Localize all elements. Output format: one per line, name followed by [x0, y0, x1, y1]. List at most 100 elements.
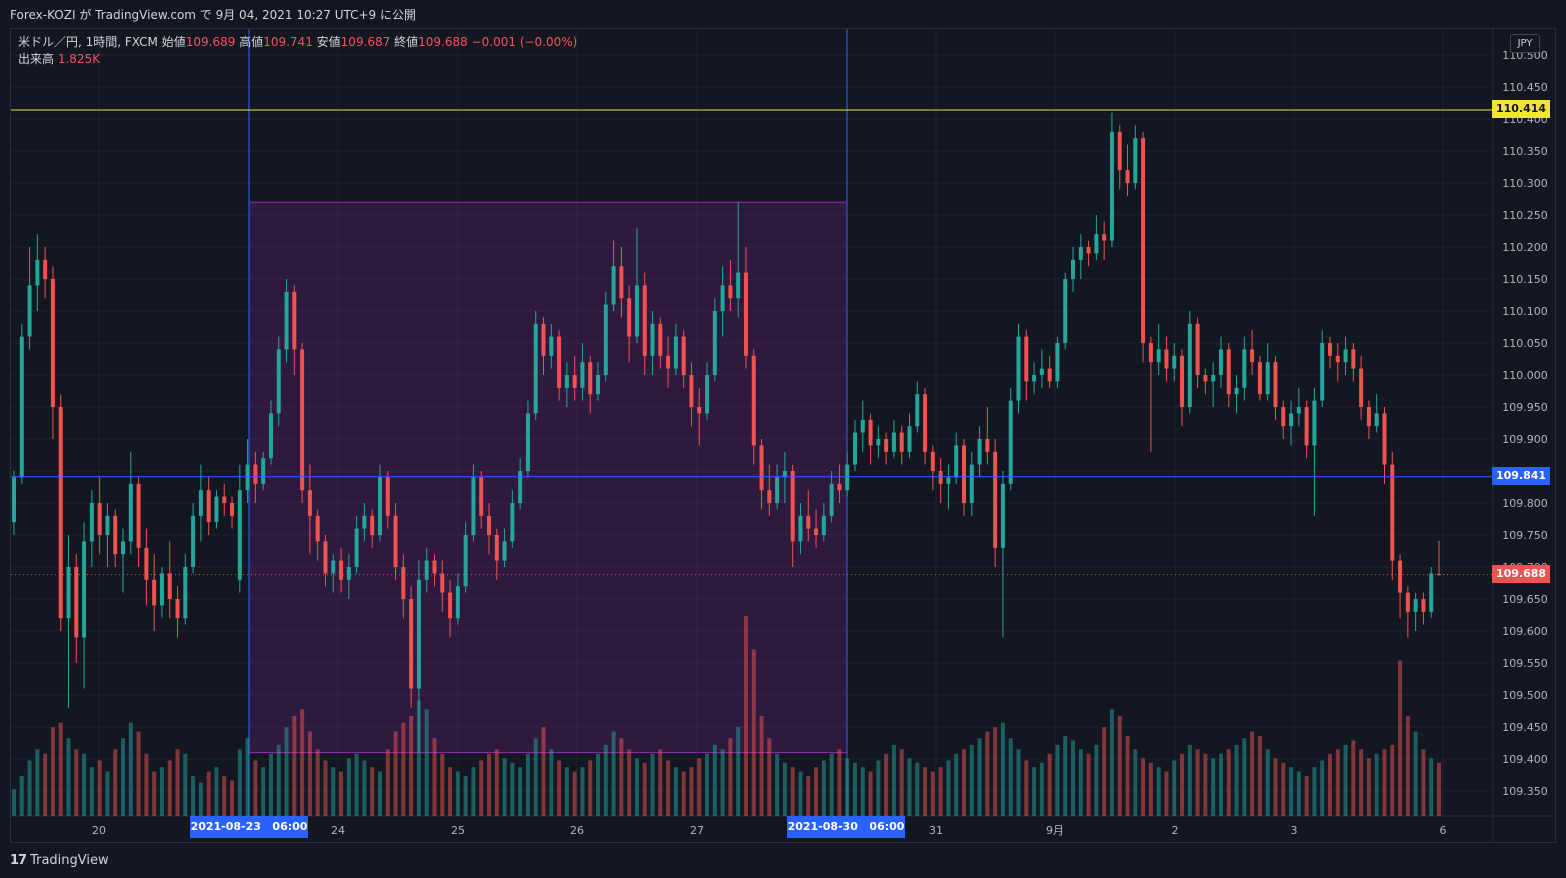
candle-body: [292, 291, 297, 350]
volume-bar: [868, 771, 873, 816]
price-axis-label: 110.050: [1502, 337, 1548, 350]
volume-label[interactable]: 出来高: [18, 52, 55, 66]
volume-bar: [1281, 762, 1286, 816]
candle-body: [1211, 375, 1216, 382]
volume-bar: [1078, 749, 1083, 816]
price-axis-label: 110.350: [1502, 145, 1548, 158]
candle-body: [502, 541, 507, 561]
time-axis-label: 3: [1291, 824, 1298, 837]
candle-body: [1032, 375, 1037, 382]
volume-bar: [416, 700, 421, 816]
volume-bar: [292, 716, 297, 816]
candle-body: [424, 560, 429, 580]
volume-bar: [409, 716, 414, 816]
candle-body: [782, 471, 787, 478]
candle-body: [167, 573, 172, 599]
tradingview-logo[interactable]: 17 TradingView: [10, 853, 109, 868]
candle-body: [1133, 138, 1138, 183]
candle-body: [1273, 362, 1278, 407]
volume-bar: [790, 767, 795, 816]
candle-body: [518, 471, 523, 503]
volume-bar: [697, 758, 702, 816]
volume-bar: [1109, 709, 1114, 816]
candle-body: [35, 259, 40, 286]
candle-body: [152, 579, 157, 606]
candle-body: [1265, 362, 1270, 395]
candle-body: [416, 579, 421, 689]
volume-bar: [884, 753, 889, 816]
legend-volume-row: 出来高 1.825K: [18, 51, 577, 68]
candle-body: [751, 355, 756, 446]
candle-body: [268, 413, 273, 459]
volume-bar: [954, 753, 959, 816]
candle-body: [136, 483, 141, 548]
volume-bar: [1226, 749, 1231, 816]
candle-body: [923, 394, 928, 452]
candle-body: [1327, 343, 1332, 356]
volume-bar: [619, 738, 624, 816]
volume-bar: [596, 753, 601, 816]
candle-body: [183, 567, 188, 619]
candle-body: [1289, 413, 1294, 427]
candle-body: [19, 336, 24, 478]
candle-body: [673, 336, 678, 369]
volume-bar: [1320, 760, 1325, 816]
currency-badge[interactable]: JPY: [1510, 34, 1540, 53]
volume-bar: [463, 776, 468, 816]
candle-body: [891, 432, 896, 452]
volume-bar: [1164, 771, 1169, 816]
candle-body: [1382, 413, 1387, 465]
candle-body: [448, 592, 453, 619]
volume-bar: [603, 744, 608, 816]
price-axis-label: 110.200: [1502, 241, 1548, 254]
candle-body: [938, 471, 943, 484]
candle-body: [868, 419, 873, 446]
price-axis-label: 109.650: [1502, 593, 1548, 606]
volume-bar: [1242, 738, 1247, 816]
candle-body: [1000, 483, 1005, 548]
volume-bar: [907, 758, 912, 816]
candle-body: [681, 336, 686, 375]
candle-body: [915, 394, 920, 427]
candle-body: [720, 285, 725, 311]
low-value: 109.687: [340, 35, 391, 49]
last-price-tag: 109.688: [1492, 564, 1550, 583]
volume-bar: [1366, 758, 1371, 816]
range-start-time-tag: 2021-08-23 06:00: [190, 816, 308, 838]
crosshair-price-tag: 109.841: [1492, 466, 1550, 485]
candle-body: [1102, 234, 1107, 241]
volume-bar: [1289, 767, 1294, 816]
candle-body: [89, 503, 94, 542]
candle-body: [307, 490, 312, 516]
volume-bar: [1250, 731, 1255, 816]
candle-body: [1071, 259, 1076, 279]
volume-bar: [440, 753, 445, 816]
candle-body: [401, 567, 406, 599]
volume-bar: [759, 716, 764, 816]
candle-body: [634, 285, 639, 337]
candle-body: [58, 407, 63, 619]
candle-body: [728, 285, 733, 299]
volume-bar: [245, 738, 250, 816]
candle-body: [159, 573, 164, 606]
candle-body: [385, 477, 390, 516]
candle-body: [370, 515, 375, 535]
chart-pane[interactable]: 110.500 110.450 110.400 110.350 110.300 110.2…: [10, 28, 1556, 843]
volume-bar: [502, 758, 507, 816]
candle-body: [222, 496, 227, 503]
candle-body: [510, 503, 515, 542]
candle-body: [666, 355, 671, 369]
candle-body: [697, 407, 702, 414]
volume-bar: [1257, 736, 1262, 816]
volume-bar: [1413, 731, 1418, 816]
volume-bar: [1024, 760, 1029, 816]
time-axis-label: 2: [1172, 824, 1179, 837]
candle-body: [619, 266, 624, 299]
volume-bar: [650, 753, 655, 816]
volume-bar: [89, 767, 94, 816]
candle-body: [74, 567, 79, 638]
candle-body: [128, 483, 133, 542]
price-chart[interactable]: 110.500110.450110.400110.350110.300110.2…: [11, 29, 1555, 842]
candle-body: [191, 515, 196, 567]
symbol-label[interactable]: 米ドル／円, 1時間, FXCM: [18, 35, 158, 49]
